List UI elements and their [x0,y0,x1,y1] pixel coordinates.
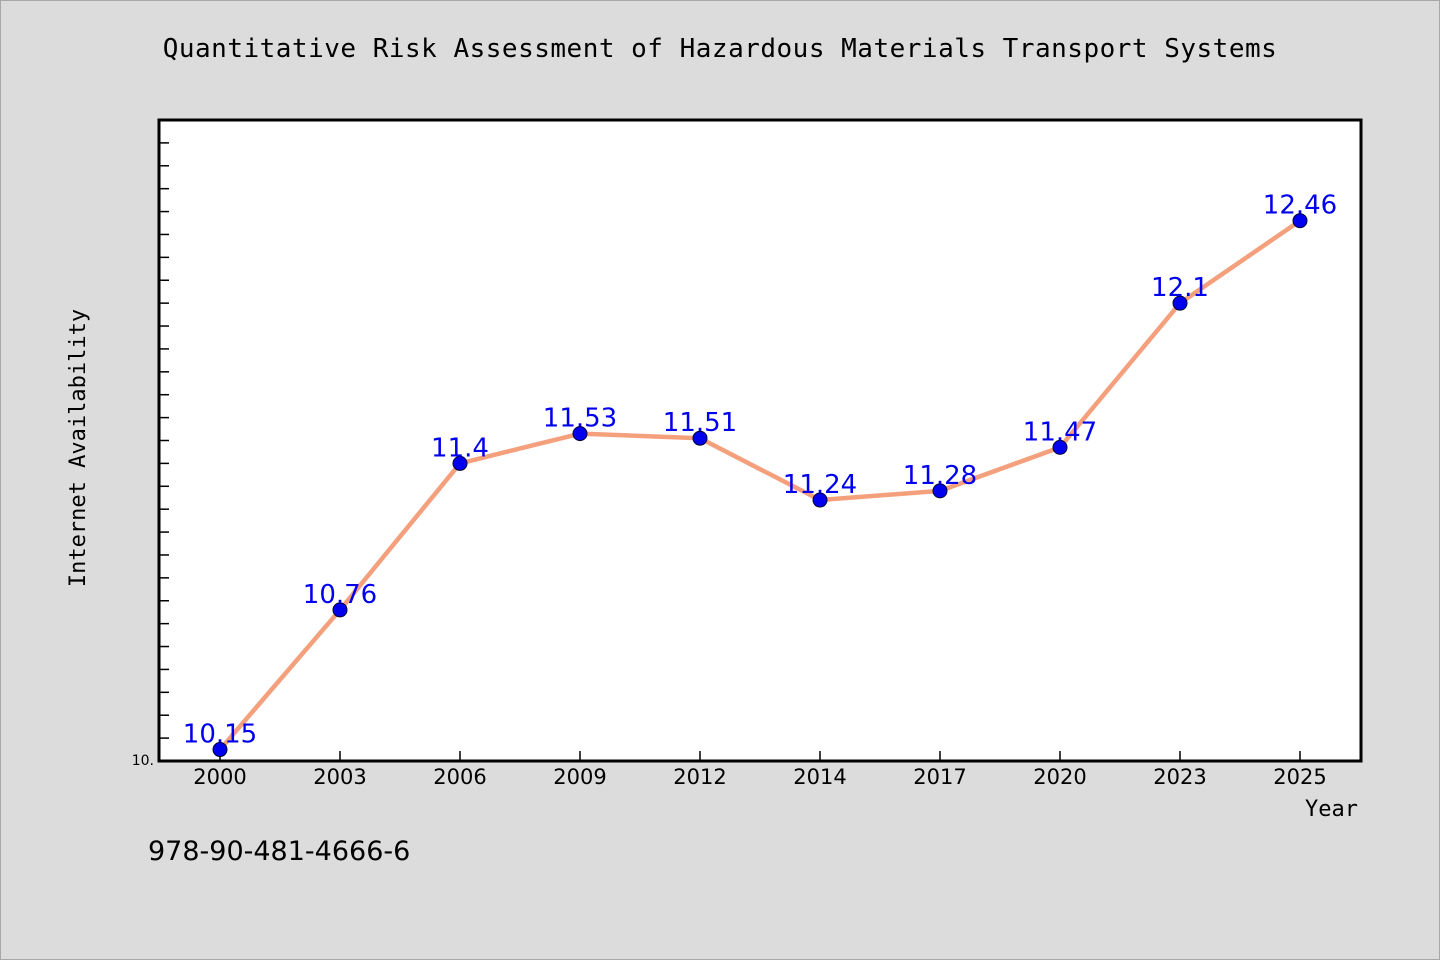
data-point [332,602,348,618]
data-labels: 10.15 10.76 11.4 11.53 11.51 11.24 11.28 11.47 1… [183,191,1337,750]
plot-area [157,118,1363,763]
data-label: 10.15 [183,720,257,750]
x-tick-label: 2003 [313,765,366,789]
x-tick-label: 2009 [553,765,606,789]
y-tick-label: 10. [132,753,154,769]
data-point [452,455,468,471]
x-axis-label: Year [1305,797,1358,822]
series-line [218,218,1302,752]
data-point [1172,295,1188,311]
data-label: 12.46 [1263,191,1337,221]
x-tick-label: 2025 [1273,765,1326,789]
data-point [1292,213,1308,229]
data-label: 10.76 [303,580,377,610]
data-point [692,430,708,446]
data-markers [212,213,1308,758]
data-point [572,426,588,442]
data-label: 11.51 [663,408,737,438]
x-tick-label: 2017 [913,765,966,789]
y-axis-label: Internet Availability [66,309,91,587]
x-tick-label: 2012 [673,765,726,789]
data-label: 11.4 [431,433,489,463]
data-point [812,492,828,508]
x-axis-ticks: 2000 2003 2006 2009 2012 2014 2017 2020 2023 2025 [193,751,1327,789]
y-axis-ticks [159,142,169,739]
data-point [1052,439,1068,455]
data-point [932,483,948,499]
x-tick-label: 2000 [193,765,246,789]
data-point [212,742,228,758]
data-label: 11.24 [783,470,857,500]
data-label: 11.28 [903,461,977,491]
data-label: 11.47 [1023,417,1097,447]
data-label: 11.53 [543,404,617,434]
x-tick-label: 2014 [793,765,846,789]
x-tick-label: 2023 [1153,765,1206,789]
data-label: 12.1 [1151,273,1209,303]
x-tick-label: 2020 [1033,765,1086,789]
chart-title: Quantitative Risk Assessment of Hazardou… [162,34,1278,64]
footer-code: 978-90-481-4666-6 [148,836,411,867]
x-tick-label: 2006 [433,765,486,789]
